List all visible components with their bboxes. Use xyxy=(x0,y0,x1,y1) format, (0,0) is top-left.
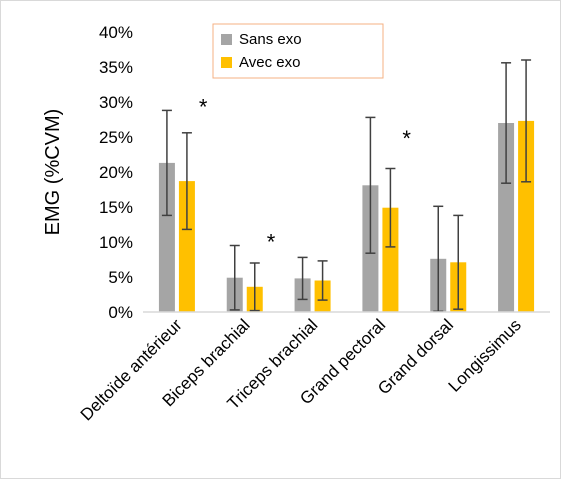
y-tick-label: 15% xyxy=(99,198,133,217)
error-bars xyxy=(161,59,532,313)
error-bar xyxy=(297,256,308,301)
legend-swatch xyxy=(221,34,232,45)
significance-marker: * xyxy=(402,126,411,151)
error-bar xyxy=(317,260,328,301)
significance-marker: * xyxy=(267,230,276,255)
y-tick-label: 25% xyxy=(99,128,133,147)
error-bar xyxy=(453,214,464,310)
error-bar xyxy=(181,132,192,231)
y-axis-ticks: 0% 5% 10% 15% 20% 25% 30% 35% 40% xyxy=(99,23,133,322)
error-bar xyxy=(521,59,532,183)
y-tick-label: 20% xyxy=(99,163,133,182)
error-bar xyxy=(161,109,172,217)
y-tick-label: 35% xyxy=(99,58,133,77)
error-bar xyxy=(385,167,396,248)
bar-sans-exo xyxy=(498,123,515,312)
legend: Sans exo Avec exo xyxy=(212,23,384,79)
y-tick-label: 0% xyxy=(108,303,133,322)
bar-avec-exo xyxy=(178,181,195,312)
y-axis-title: EMG (%CVM) xyxy=(42,109,64,236)
legend-box xyxy=(212,23,384,79)
y-tick-label: 10% xyxy=(99,233,133,252)
y-tick-label: 30% xyxy=(99,93,133,112)
legend-swatch xyxy=(221,57,232,68)
x-category-label: Longissimus xyxy=(445,315,525,395)
bars xyxy=(158,120,535,313)
error-bar xyxy=(229,244,240,311)
bar-avec-exo xyxy=(518,120,535,313)
legend-label: Avec exo xyxy=(239,54,300,71)
bar-sans-exo xyxy=(158,162,175,312)
bar-avec-exo xyxy=(382,207,399,312)
error-bar xyxy=(501,62,512,184)
legend-item: Avec exo xyxy=(221,54,300,71)
error-bar xyxy=(249,262,260,312)
significance-marker: * xyxy=(199,95,208,120)
error-bar xyxy=(365,116,376,254)
y-tick-label: 40% xyxy=(99,23,133,42)
legend-label: Sans exo xyxy=(239,31,302,48)
legend-item: Sans exo xyxy=(221,31,302,48)
y-tick-label: 5% xyxy=(108,268,133,287)
significance-markers: * * * xyxy=(199,95,411,255)
